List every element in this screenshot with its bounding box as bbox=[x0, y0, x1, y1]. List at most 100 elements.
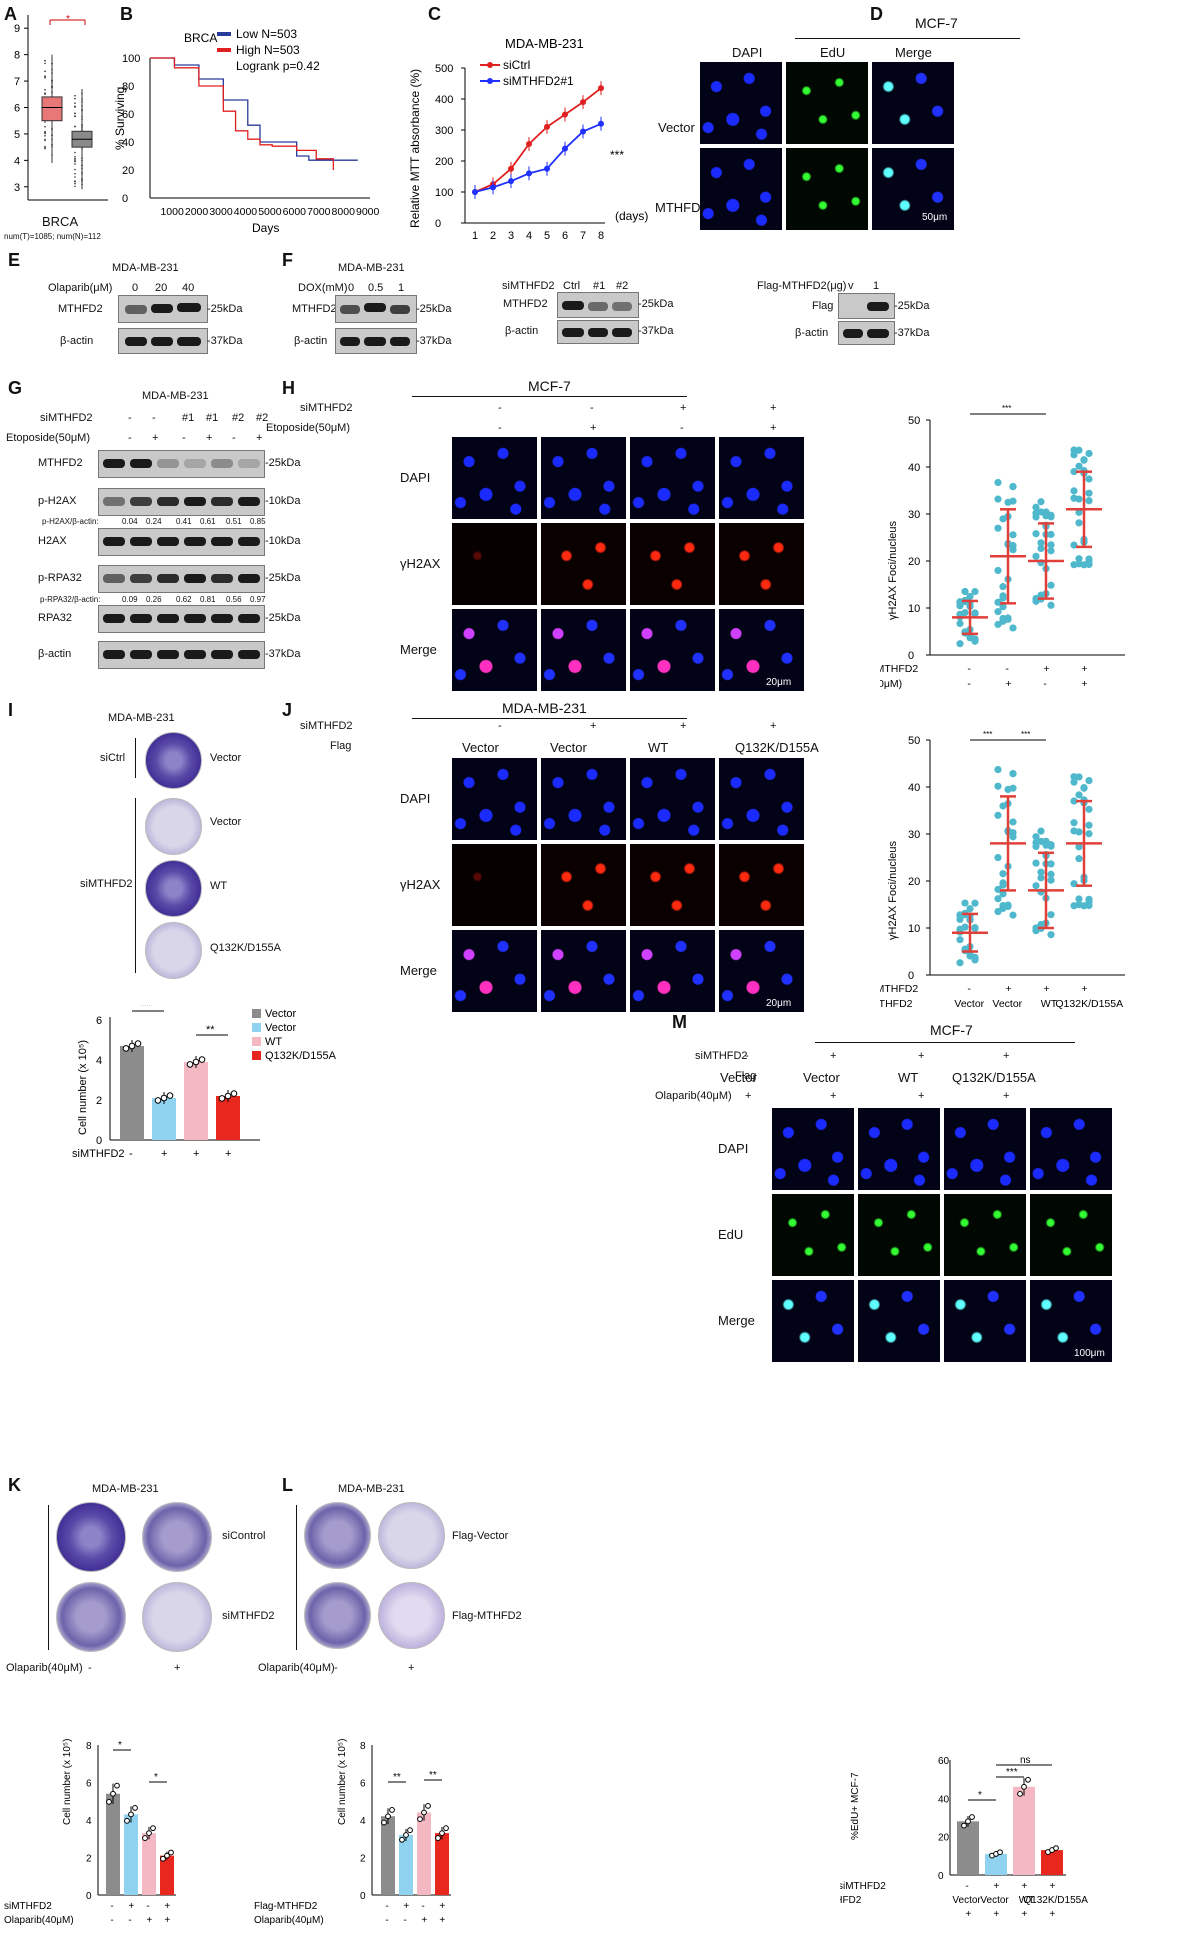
scatter-row-value: + bbox=[1081, 983, 1087, 995]
j-si-lane: + bbox=[770, 720, 777, 732]
g-mw: -25kDa bbox=[265, 457, 301, 469]
scatter-row-value: + bbox=[1043, 983, 1049, 995]
scatter-point bbox=[1075, 773, 1083, 781]
g-mw: -10kDa bbox=[265, 535, 301, 547]
bar-point bbox=[160, 1855, 166, 1862]
scatter-ytick: 40 bbox=[908, 462, 920, 474]
bar-row-value: + bbox=[439, 1915, 445, 1926]
g-row-label: p-RPA32 bbox=[38, 572, 82, 584]
g-quant2-label: p-RPA32/β-actin: bbox=[40, 595, 101, 604]
scatter-row-value: + bbox=[1081, 663, 1087, 675]
i-si-row: + bbox=[225, 1148, 231, 1160]
f-mw-37: -37kDa bbox=[416, 335, 452, 347]
bar-row-value: - bbox=[110, 1901, 113, 1912]
bar bbox=[1041, 1850, 1063, 1875]
bar-sig: ** bbox=[429, 1770, 437, 1781]
bar-point bbox=[1017, 1790, 1023, 1797]
scatter-point bbox=[971, 923, 979, 932]
a-point bbox=[44, 125, 46, 128]
bar-row-value: + bbox=[128, 1901, 134, 1912]
m-flag-lane: Vector bbox=[803, 1070, 840, 1085]
f-blot-mthfd2 bbox=[335, 295, 417, 323]
bar bbox=[957, 1821, 979, 1875]
bar-row-value: + bbox=[1021, 1881, 1027, 1892]
bar-ytick: 4 bbox=[86, 1816, 92, 1827]
a-point bbox=[74, 155, 76, 158]
c-point bbox=[472, 189, 478, 195]
f-si-mw-25: -25kDa bbox=[638, 298, 674, 310]
f-row-mthfd2: MTHFD2 bbox=[292, 303, 337, 315]
c-point bbox=[580, 99, 586, 106]
bar-row-label: Flag-MTHFD2 bbox=[840, 1895, 862, 1906]
k-label-0: siControl bbox=[222, 1530, 266, 1542]
g-band bbox=[130, 614, 152, 623]
scatter-point bbox=[999, 901, 1007, 910]
h-image bbox=[541, 437, 626, 519]
bar-point bbox=[417, 1816, 423, 1822]
scatter-point bbox=[1085, 475, 1093, 483]
g-band bbox=[238, 459, 260, 468]
bar-point bbox=[132, 1805, 138, 1811]
bar-point bbox=[385, 1813, 391, 1820]
scatter-point bbox=[1032, 842, 1040, 850]
boxplot-a: 9 8 7 6 5 4 3 * bbox=[14, 14, 108, 201]
a-point bbox=[74, 105, 76, 108]
m-si-lane: - bbox=[745, 1050, 749, 1062]
f-si-1: #1 bbox=[593, 280, 606, 292]
scatter-point bbox=[1075, 555, 1083, 563]
mtt-title: MDA-MB-231 bbox=[505, 36, 584, 51]
c-xtick: 5 bbox=[544, 230, 550, 242]
j-image bbox=[719, 844, 804, 926]
scatter-point bbox=[1037, 868, 1045, 876]
c-point bbox=[508, 178, 514, 185]
panel-letter-g: G bbox=[8, 378, 23, 398]
panel-letter-a: A bbox=[4, 4, 17, 24]
bar-row-value: + bbox=[1021, 1909, 1027, 1920]
a-point bbox=[74, 125, 76, 128]
g-eto-lane: + bbox=[152, 432, 159, 444]
g-band bbox=[184, 459, 206, 468]
a-point bbox=[74, 157, 76, 160]
bar-ytick: 2 bbox=[86, 1854, 92, 1865]
l-label-0: Flag-Vector bbox=[452, 1530, 509, 1542]
bar-ytick: 6 bbox=[86, 1779, 92, 1790]
bar-row-label: Olaparib(40μM) bbox=[254, 1915, 324, 1926]
scatter-point bbox=[1037, 827, 1045, 835]
bar-ytick: 60 bbox=[938, 1756, 950, 1767]
a-point bbox=[44, 146, 46, 149]
scatter-point bbox=[1009, 482, 1017, 491]
h-image bbox=[719, 609, 804, 691]
scatter-point bbox=[1070, 827, 1078, 835]
scatter-point bbox=[994, 608, 1002, 616]
c-xtick: 2 bbox=[490, 230, 496, 242]
a-point bbox=[74, 97, 76, 100]
f-si-ctrl: Ctrl bbox=[563, 280, 581, 292]
m-image bbox=[772, 1280, 854, 1362]
j-image bbox=[630, 844, 715, 926]
bar-row-value: WT bbox=[1019, 1895, 1035, 1906]
g-quant1: 0.24 bbox=[146, 517, 162, 526]
g-band bbox=[130, 537, 152, 546]
bar-row-value: + bbox=[146, 1915, 152, 1926]
i-point bbox=[198, 1056, 206, 1063]
scatter-row-value: + bbox=[1005, 983, 1011, 995]
m-image bbox=[858, 1280, 940, 1362]
bar bbox=[417, 1812, 431, 1895]
bar-point bbox=[1025, 1776, 1031, 1783]
h-image bbox=[452, 437, 537, 519]
f-flag-label: Flag-MTHFD2(μg) bbox=[757, 280, 847, 292]
scatter-point bbox=[1070, 468, 1078, 476]
j-row-label: DAPI bbox=[400, 791, 431, 806]
bar-point bbox=[403, 1832, 409, 1838]
j-cell-line: MDA-MB-231 bbox=[502, 700, 587, 716]
scatter-point bbox=[956, 640, 964, 648]
scatter-point bbox=[1070, 451, 1078, 459]
g-band bbox=[238, 574, 260, 583]
c-xtick: 8 bbox=[598, 230, 604, 242]
bar-point bbox=[969, 1814, 975, 1820]
i-si-row: - bbox=[129, 1148, 133, 1160]
a-point bbox=[44, 135, 46, 137]
bar-row-label: Olaparib(40μM) bbox=[4, 1915, 74, 1926]
panel-letter-e: E bbox=[8, 250, 21, 270]
scatter-point bbox=[999, 870, 1007, 878]
